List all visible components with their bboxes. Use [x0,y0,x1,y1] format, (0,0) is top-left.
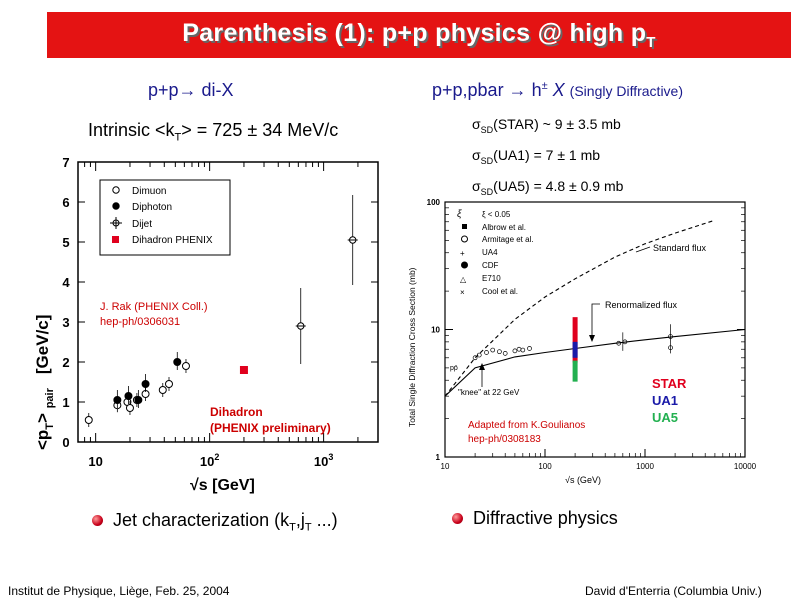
y-tick-label: 5 [62,235,69,250]
data-marker [527,346,532,351]
ua5-label: UA5 [652,410,678,425]
y-tick-label: 10 [431,326,440,335]
diphoton-point [173,358,182,366]
bullet-left: Jet characterization (kT,jT ...) [92,510,338,534]
left-header: p+p→ di-X [148,80,234,100]
sigma-ua5: σSD(UA5) = 4.8 ± 0.9 mb [472,177,624,197]
ppbar-label: pp̄ [450,365,458,372]
data-marker [484,350,489,355]
data-marker [516,346,522,352]
ua1-label: UA1 [652,393,678,408]
slide-title: Parenthesis (1): p+p physics @ high pT [182,19,656,51]
svg-text:Albrow et al.: Albrow et al. [482,223,526,232]
data-marker [497,349,502,355]
knee-label: "knee" at 22 GeV [458,388,520,397]
svg-text:<pT> pair[GeV/c]: <pT> pair[GeV/c] [33,315,56,450]
diphoton-point [134,396,143,404]
legend-dijet: Dijet [132,219,152,230]
left-xlabel: √s [GeV] [190,477,255,494]
y-tick-label: 3 [62,315,69,330]
y-tick-label: 7 [62,155,69,170]
diphoton-point [141,380,150,388]
dimuon-point [84,416,93,424]
x-tick-label: 1000 [636,462,654,471]
svg-text:UA4: UA4 [482,248,498,257]
bullet-right: Diffractive physics [452,508,618,529]
dihadron-label-2: (PHENIX preliminary) [210,421,331,435]
right-legend: ξ ξ < 0.05 Albrow et al. Armitage et al.… [457,209,534,297]
data-marker [490,347,496,353]
left-legend: Dimuon Diphoton Dijet Dihadron PHENIX [99,179,231,256]
right-plot: Total Single Diffraction Cross Section (… [407,198,757,485]
y-tick-label: 1 [436,453,441,462]
dimuon-point [158,386,167,394]
y-tick-label: 6 [62,195,69,210]
left-annotation-1: J. Rak (PHENIX Coll.) [100,301,208,313]
right-xlabel: √s (GeV) [565,475,601,485]
ua5-band [572,360,578,382]
footer-left: Institut de Physique, Liège, Feb. 25, 20… [8,584,230,598]
x-tick-label: 10 [441,462,450,471]
right-header: p+p,pbar → h± X (Singly Diffractive) [432,80,683,100]
title-bar: Parenthesis (1): p+p physics @ high pT [47,12,791,58]
sigma-list: σSD(STAR) ~ 9 ± 3.5 mb σSD(UA1) = 7 ± 1 … [472,112,623,204]
svg-text:E710: E710 [482,274,501,283]
svg-text:ξ < 0.05: ξ < 0.05 [482,210,511,219]
diphoton-point [124,392,133,400]
bullet-icon [92,515,103,526]
star-band [572,317,578,363]
right-ylabel: Total Single Diffraction Cross Section (… [407,267,417,427]
legend-dihadron: Dihadron PHENIX [132,235,213,246]
sigma-ua1: σSD(UA1) = 7 ± 1 mb [472,146,601,166]
data-marker [502,351,508,356]
legend-dimuon: Dimuon [132,186,166,197]
intrinsic-kt: Intrinsic <kT> = 725 ± 34 MeV/c [88,120,339,144]
dimuon-point [164,380,173,388]
dimuon-point [181,362,190,370]
y-tick-label: 1 [62,395,69,410]
svg-text:△: △ [460,275,467,284]
svg-text:CDF: CDF [482,261,499,270]
standard-flux-label: Standard flux [653,243,707,253]
standard-flux-curve [444,219,716,397]
y-tick-label: 2 [62,355,69,370]
bullet-icon [452,513,463,524]
sigma-star: σSD(STAR) ~ 9 ± 3.5 mb [472,116,621,135]
left-plot: <pT> pair[GeV/c] 0 1 2 3 4 5 6 7 10 102 103 Dimuo… [33,155,379,494]
dihadron-point [239,366,248,374]
star-label: STAR [652,376,687,391]
footer-right: David d'Enterria (Columbia Univ.) [585,584,762,598]
ua1-band [572,341,578,358]
y-tick-label: 100 [427,198,441,207]
x-tick-label: 10000 [734,462,757,471]
x-tick-label: 100 [538,462,552,471]
data-marker [616,340,622,346]
renormalized-flux-label: Renormalized flux [605,300,678,310]
svg-text:+: + [460,249,465,258]
renormalized-flux-curve [444,328,746,397]
svg-text:×: × [460,288,465,297]
data-marker [520,347,526,353]
x-tick-label: 103 [314,452,333,469]
dimuon-point [125,404,134,412]
data-marker [512,348,518,354]
adapted-2: hep-ph/0308183 [468,434,541,445]
legend-diphoton: Diphoton [132,202,172,213]
left-plot-frame [77,161,379,443]
diphoton-point [113,396,122,404]
svg-text:Cool et al.: Cool et al. [482,287,518,296]
adapted-1: Adapted from K.Goulianos [468,420,585,431]
dihadron-label-1: Dihadron [210,405,263,419]
left-ylabel: <pT> pair[GeV/c] [33,315,56,450]
data-marker [472,355,478,361]
svg-text:Armitage et al.: Armitage et al. [482,235,534,244]
x-tick-label: 102 [200,452,219,469]
left-annotation-2: hep-ph/0306031 [100,316,180,328]
y-tick-label: 4 [62,275,70,290]
data-marker [476,352,482,358]
y-tick-label: 0 [62,435,69,450]
svg-text:ξ: ξ [457,209,462,220]
x-tick-label: 10 [88,454,102,469]
